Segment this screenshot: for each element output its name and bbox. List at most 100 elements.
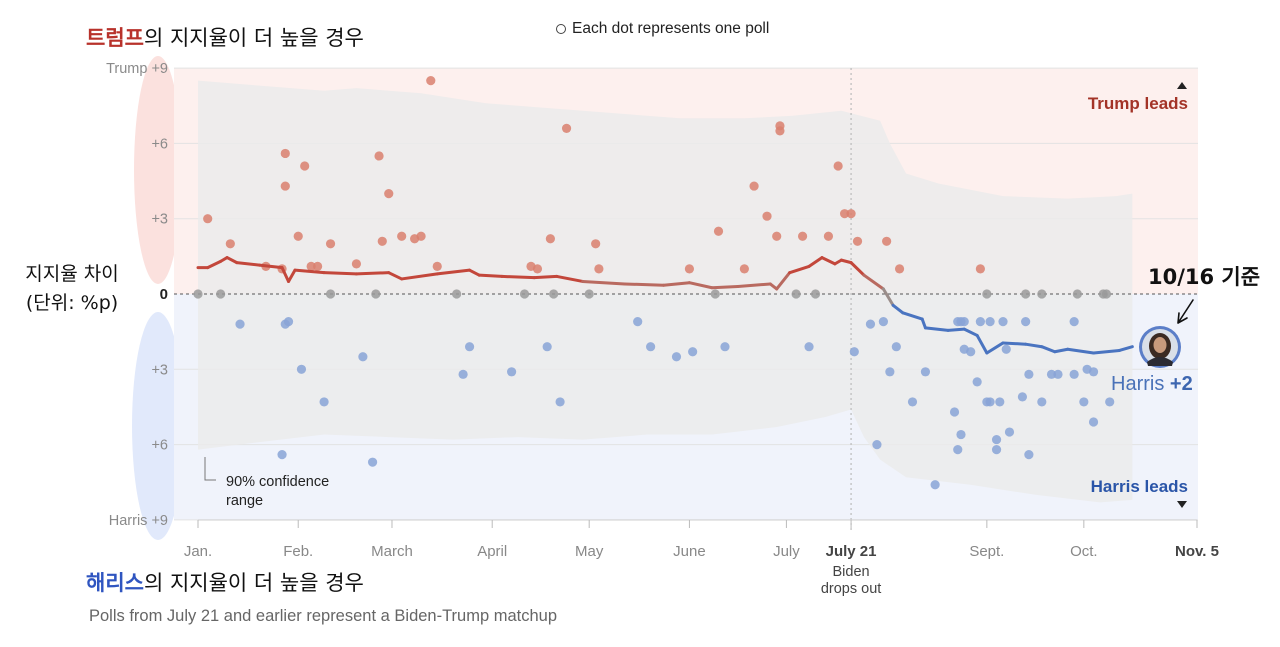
trump-poll-dot: [713, 226, 724, 236]
trump-poll-dot: [300, 161, 310, 171]
confidence-band: [198, 80, 1133, 503]
tie-poll-dot: [810, 289, 821, 299]
average-segment: [839, 258, 853, 265]
harris-poll-dot: [1004, 427, 1015, 437]
harris-poll-dot: [319, 397, 329, 407]
trump-poll-dot: [561, 123, 572, 133]
average-segment: [1092, 348, 1121, 355]
trump-heading: 트럼프의 지지율이 더 높을 경우: [86, 22, 364, 52]
trump-poll-dot: [426, 76, 436, 86]
harris-poll-dot: [804, 342, 814, 352]
harris-poll-dot: [972, 377, 982, 387]
avatar: [1139, 326, 1181, 368]
average-segment: [1117, 345, 1134, 352]
trump-poll-dot: [416, 231, 426, 241]
trump-poll-dot: [313, 261, 323, 271]
final-margin-label: Harris +2: [1111, 373, 1193, 396]
y-tick-label: Trump +9: [106, 61, 168, 77]
trump-poll-dot: [882, 236, 892, 246]
x-tick-label: May: [575, 543, 604, 560]
harris-poll-dot: [985, 317, 995, 327]
harris-poll-dot: [1105, 397, 1115, 407]
trump-poll-dot: [797, 231, 808, 241]
legend-note-text: Each dot represents one poll: [572, 20, 770, 37]
trump-poll-dot: [545, 234, 555, 244]
harris-poll-dot: [956, 429, 966, 440]
trump-poll-dot: [432, 261, 442, 271]
trump-heading-rest: 의 지지율이 더 높을 경우: [143, 26, 364, 50]
trump-poll-dot: [823, 231, 834, 241]
harris-poll-dot: [646, 342, 656, 352]
avatar-face: [1153, 337, 1167, 353]
harris-poll-dot: [891, 342, 901, 352]
harris-poll-dot: [991, 434, 1002, 445]
harris-poll-dot: [1079, 397, 1089, 407]
trump-poll-dot: [374, 151, 384, 161]
harris-poll-dot: [865, 319, 876, 329]
trump-poll-dot: [749, 181, 759, 191]
tie-poll-dot: [1072, 289, 1082, 299]
harris-poll-dot: [849, 347, 859, 357]
average-segment: [901, 311, 924, 321]
average-segment: [662, 281, 691, 287]
y-axis-title: 지지율 차이 (단위: %p): [8, 260, 136, 318]
harris-poll-dot: [985, 397, 995, 407]
harris-poll-dot: [995, 397, 1005, 407]
harris-poll-dot: [277, 450, 287, 460]
x-tick-label: Nov. 5: [1175, 543, 1219, 560]
harris-poll-dot: [720, 342, 730, 352]
average-segment: [435, 268, 472, 276]
average-segment: [962, 327, 979, 337]
trump-poll-dot: [280, 148, 290, 159]
x-tick-label: Sept.: [969, 543, 1004, 560]
up-triangle-icon: [1177, 82, 1187, 89]
harris-poll-dot: [1024, 450, 1034, 460]
average-segment: [468, 268, 481, 277]
poll-dots: [193, 76, 1115, 490]
harris-poll-dot: [920, 367, 931, 377]
tie-poll-dot: [371, 289, 381, 299]
harris-poll-dot: [1024, 369, 1034, 379]
average-segment: [1053, 347, 1070, 354]
tie-poll-dot: [1021, 289, 1031, 299]
average-segment: [354, 271, 391, 276]
tie-poll-dot: [710, 289, 720, 299]
x-tick-label: July 21: [826, 543, 877, 560]
harris-poll-dot: [907, 397, 918, 407]
trump-poll-dot: [840, 209, 850, 219]
average-segment: [555, 274, 585, 283]
x-tick-label: Jan.: [184, 543, 212, 560]
average-segment: [985, 341, 1005, 355]
footnote: Polls from July 21 and earlier represent…: [89, 607, 558, 625]
tie-poll-dot: [519, 289, 530, 299]
average-segment: [1040, 345, 1057, 354]
x-tick-label: June: [673, 543, 706, 560]
harris-leads-label: Harris leads: [1091, 477, 1188, 496]
average-segment: [400, 272, 439, 281]
average-segment: [532, 274, 559, 280]
trump-heading-party: 트럼프: [86, 26, 144, 50]
x-axis: Jan. Feb. March April May June July July 21 Sept…: [184, 519, 1219, 560]
average-segment: [775, 271, 792, 291]
tie-poll-dot: [549, 289, 559, 299]
tie-poll-dot: [982, 289, 992, 299]
trump-poll-dot: [591, 239, 601, 249]
harris-heading-rest: 의 지지율이 더 높을 경우: [143, 571, 364, 595]
trump-poll-dot: [225, 239, 235, 249]
harris-heading: 해리스의 지지율이 더 높을 경우: [86, 567, 364, 597]
harris-poll-dot: [1021, 317, 1031, 327]
y-tick-label: +3: [151, 362, 168, 378]
average-segment: [287, 268, 297, 283]
average-segment: [1066, 347, 1096, 355]
harris-poll-dot: [975, 317, 985, 327]
average-segment: [206, 259, 223, 270]
average-segment: [920, 317, 927, 330]
harris-poll-dot: [949, 407, 960, 417]
tie-poll-dot: [325, 289, 336, 299]
trump-poll-dot: [762, 211, 772, 221]
x-tick-label: Oct.: [1070, 543, 1098, 560]
average-segment: [736, 282, 772, 288]
harris-poll-dot: [1069, 317, 1079, 327]
trump-poll-dot: [852, 236, 863, 246]
harris-poll-dot: [542, 342, 552, 352]
